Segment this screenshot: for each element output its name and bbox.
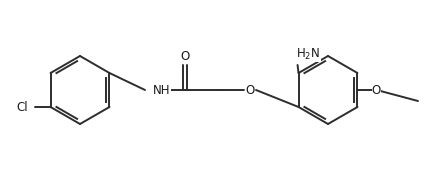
Text: O: O [181, 50, 190, 63]
Text: $\mathregular{H_2N}$: $\mathregular{H_2N}$ [296, 46, 320, 62]
Text: O: O [245, 83, 255, 97]
Text: Cl: Cl [16, 100, 27, 114]
Text: NH: NH [153, 83, 170, 97]
Text: O: O [372, 83, 381, 97]
